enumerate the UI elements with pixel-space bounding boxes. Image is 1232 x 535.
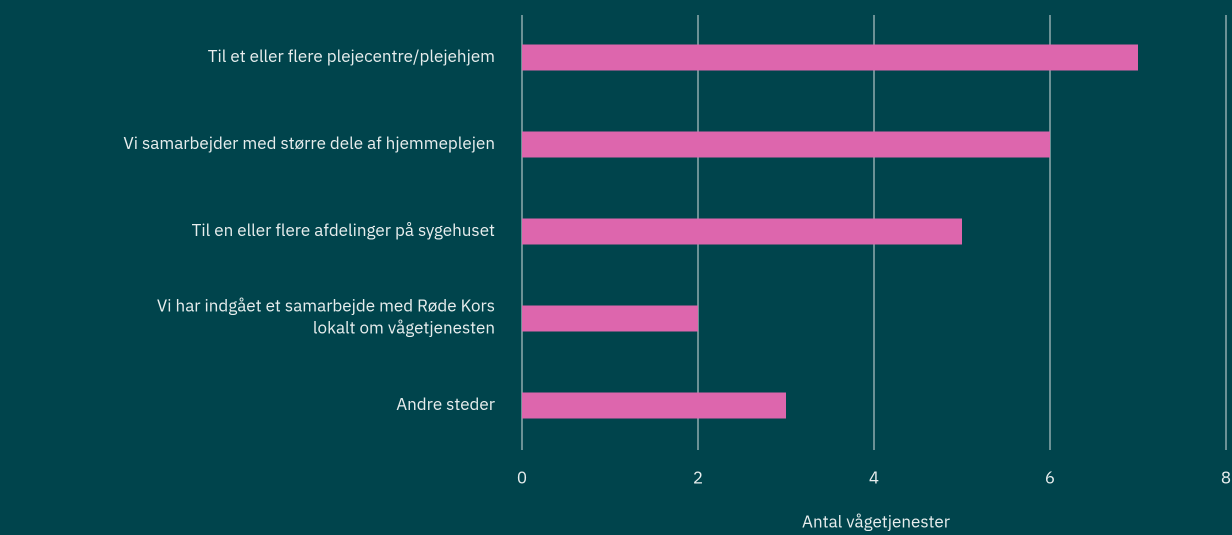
y-tick-label: Andre steder (396, 393, 495, 415)
bar (522, 44, 1138, 71)
bar (522, 392, 786, 419)
bar (522, 218, 962, 245)
x-axis-label: Antal vågetjenester (802, 510, 950, 532)
bar (522, 305, 698, 332)
x-tick-label: 8 (1221, 466, 1231, 488)
y-tick-label: Til en eller flere afdelinger på sygehus… (192, 219, 495, 241)
x-tick-label: 2 (693, 466, 703, 488)
y-tick-label: Til et eller flere plejecentre/plejehjem (208, 45, 495, 67)
x-tick-label: 0 (517, 466, 527, 488)
y-tick-label: Vi har indgået et samarbejde med Røde Ko… (157, 295, 495, 339)
y-tick-label: Vi samarbejder med større dele af hjemme… (123, 132, 495, 154)
x-tick-label: 6 (1045, 466, 1055, 488)
x-tick-label: 4 (869, 466, 879, 488)
bar (522, 131, 1050, 158)
